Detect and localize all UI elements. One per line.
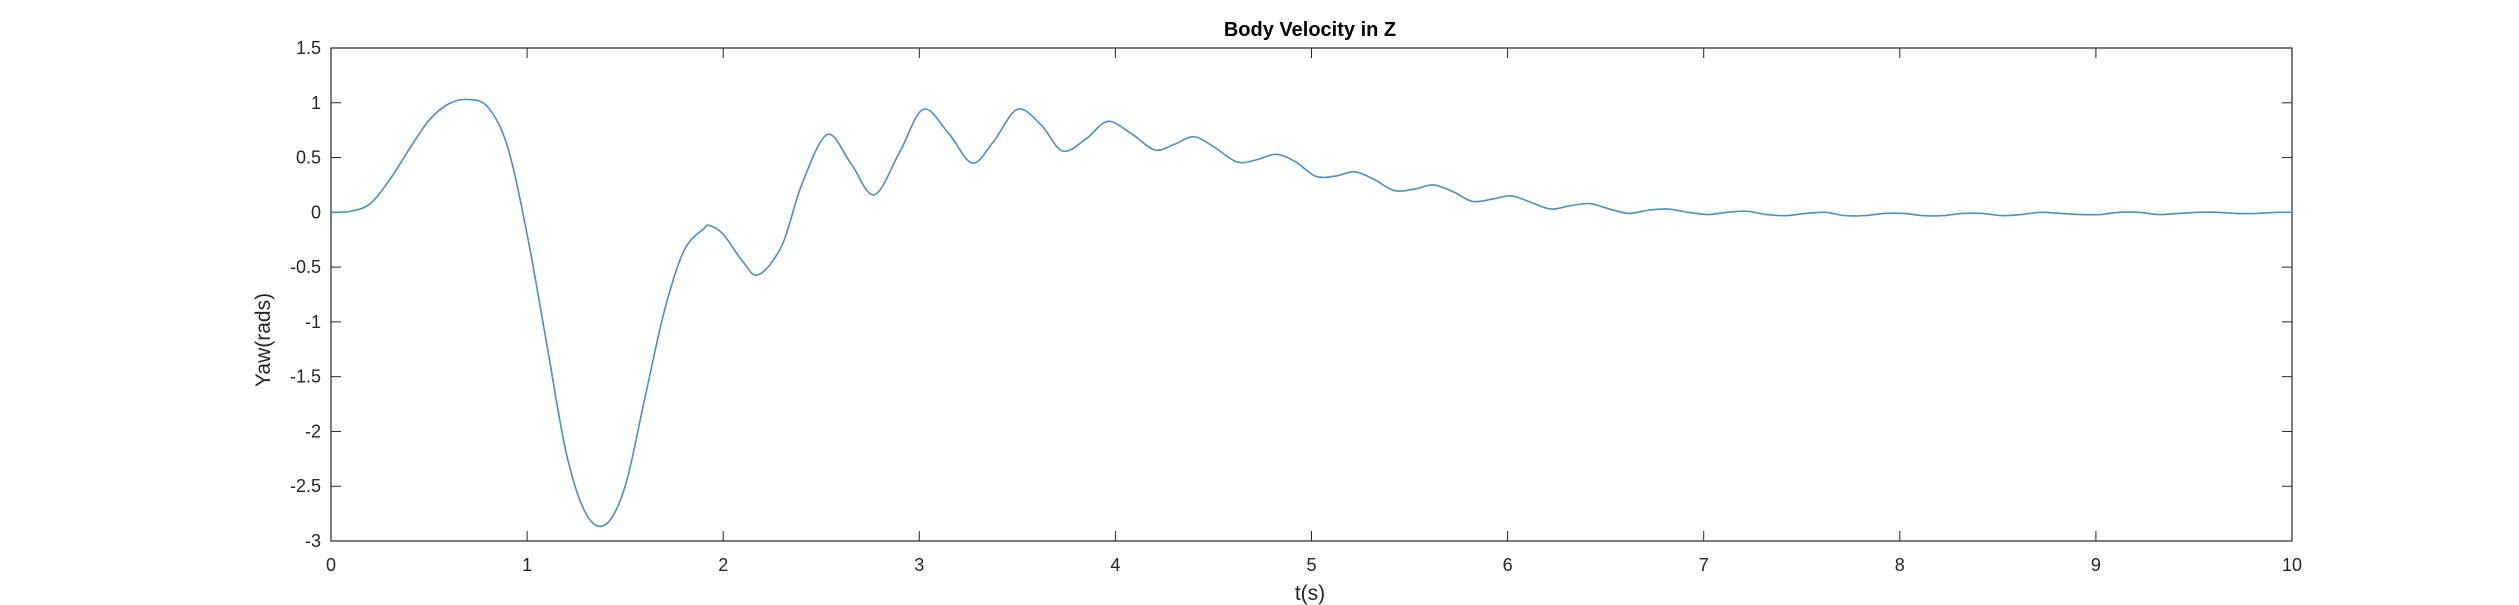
y-tick-label: -1.5 xyxy=(290,367,321,387)
x-tick-label: 2 xyxy=(718,555,728,575)
y-tick-label: -2.5 xyxy=(290,476,321,496)
y-tick-label: -2 xyxy=(305,421,321,441)
x-tick-label: 3 xyxy=(914,555,924,575)
x-tick-label: 7 xyxy=(1699,555,1709,575)
x-axis-label: t(s) xyxy=(1295,582,1325,605)
x-tick-label: 1 xyxy=(522,555,532,575)
x-tick-label: 4 xyxy=(1110,555,1120,575)
series-line xyxy=(330,98,2293,528)
x-tick-label: 0 xyxy=(326,555,336,575)
y-tick-label: -1 xyxy=(305,312,321,332)
y-tick-label: -3 xyxy=(305,531,321,551)
chart-title: Body Velocity in Z xyxy=(1224,19,1396,41)
y-tick-label: 1 xyxy=(311,93,321,113)
x-tick-label: 5 xyxy=(1306,555,1316,575)
x-tick-label: 9 xyxy=(2091,555,2101,575)
y-axis-label: Yaw(rads) xyxy=(252,293,275,387)
x-tick-label: 10 xyxy=(2282,555,2302,575)
x-tick-label: 6 xyxy=(1503,555,1513,575)
x-tick-label: 8 xyxy=(1895,555,1905,575)
y-tick-label: 0.5 xyxy=(296,148,321,168)
y-tick-label: 1.5 xyxy=(296,38,321,58)
y-tick-label: 0 xyxy=(311,202,321,222)
plot-area-frame xyxy=(330,47,2293,542)
y-tick-label: -0.5 xyxy=(290,257,321,277)
